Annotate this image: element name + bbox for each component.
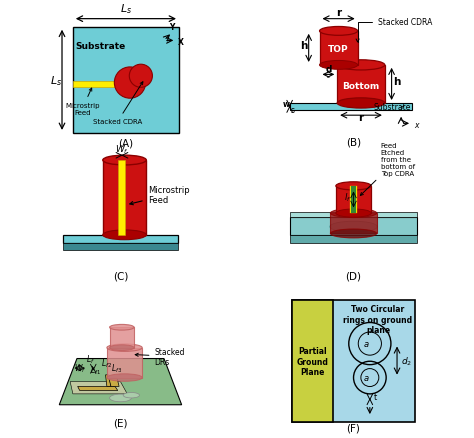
- Circle shape: [129, 65, 153, 88]
- Text: $L_{f2}$: $L_{f2}$: [101, 357, 112, 369]
- Ellipse shape: [330, 209, 377, 218]
- Text: $L_s$: $L_s$: [120, 2, 132, 15]
- Ellipse shape: [107, 374, 142, 381]
- Text: Stacked CDRA: Stacked CDRA: [356, 18, 432, 43]
- Bar: [107, 348, 142, 378]
- Text: $L_{f1}$: $L_{f1}$: [91, 363, 101, 376]
- Bar: [64, 235, 178, 244]
- Bar: [290, 235, 418, 244]
- Text: a: a: [363, 339, 368, 348]
- Text: Substrate: Substrate: [373, 102, 410, 112]
- Bar: [103, 161, 146, 235]
- Ellipse shape: [330, 222, 377, 233]
- Text: Bottom: Bottom: [342, 81, 380, 91]
- Text: w: w: [283, 100, 290, 109]
- Bar: [109, 328, 134, 348]
- Ellipse shape: [336, 182, 371, 191]
- Circle shape: [114, 68, 146, 99]
- Bar: [73, 28, 179, 134]
- Bar: [337, 66, 385, 104]
- Text: a: a: [363, 373, 368, 382]
- Text: $d_2$: $d_2$: [401, 354, 412, 367]
- Text: t: t: [374, 392, 377, 401]
- Text: $W_f$: $W_f$: [115, 144, 129, 156]
- Ellipse shape: [319, 61, 357, 70]
- Ellipse shape: [107, 344, 142, 352]
- Bar: [336, 187, 371, 214]
- Bar: [290, 104, 412, 110]
- Text: (D): (D): [346, 271, 362, 281]
- Polygon shape: [70, 382, 127, 394]
- Text: Feed
Etched
from the
bottom of
Top CDRA: Feed Etched from the bottom of Top CDRA: [360, 143, 415, 196]
- Text: (B): (B): [346, 137, 361, 147]
- Text: z: z: [399, 103, 403, 113]
- Ellipse shape: [109, 345, 134, 351]
- Text: X: X: [178, 38, 183, 46]
- Polygon shape: [78, 386, 118, 391]
- Bar: [350, 187, 357, 214]
- Bar: [292, 300, 333, 423]
- Bar: [73, 82, 125, 88]
- Text: (A): (A): [118, 138, 134, 148]
- Ellipse shape: [337, 60, 385, 71]
- Ellipse shape: [330, 230, 377, 238]
- Text: Y: Y: [169, 23, 175, 32]
- Bar: [351, 187, 356, 214]
- Text: $L_{f3}$: $L_{f3}$: [111, 362, 122, 374]
- Text: $L_f$: $L_f$: [86, 353, 95, 365]
- Text: Microstrip
Feed: Microstrip Feed: [130, 185, 189, 205]
- Bar: [319, 32, 357, 66]
- Text: $W_f$: $W_f$: [73, 362, 86, 374]
- Text: Stacked
DRs: Stacked DRs: [135, 347, 185, 366]
- Text: d: d: [325, 65, 332, 74]
- Text: Microstrip
Feed: Microstrip Feed: [65, 89, 100, 116]
- Text: r: r: [336, 7, 341, 18]
- Text: s: s: [290, 106, 294, 115]
- Text: Substrate: Substrate: [75, 42, 125, 51]
- Ellipse shape: [337, 99, 385, 109]
- Text: (F): (F): [346, 422, 360, 432]
- Text: h: h: [300, 41, 308, 51]
- Polygon shape: [59, 359, 182, 405]
- Text: h: h: [392, 77, 400, 87]
- Ellipse shape: [103, 230, 146, 240]
- Bar: [118, 161, 126, 235]
- Polygon shape: [106, 375, 111, 386]
- Text: Stacked CDRA: Stacked CDRA: [93, 82, 143, 125]
- Bar: [64, 243, 178, 250]
- Ellipse shape: [319, 28, 357, 36]
- Ellipse shape: [123, 392, 139, 398]
- Ellipse shape: [109, 394, 131, 402]
- Text: (E): (E): [113, 417, 128, 427]
- Bar: [290, 218, 418, 235]
- Text: TOP: TOP: [328, 45, 349, 54]
- Text: r: r: [358, 113, 364, 123]
- Bar: [330, 214, 377, 234]
- Text: $L_s$: $L_s$: [50, 74, 62, 88]
- Bar: [290, 213, 418, 218]
- Text: (C): (C): [113, 271, 128, 281]
- Text: x: x: [414, 120, 419, 129]
- Ellipse shape: [109, 325, 134, 330]
- Ellipse shape: [103, 156, 146, 166]
- Polygon shape: [109, 378, 119, 386]
- Text: Two Circular
rings on ground
plane: Two Circular rings on ground plane: [344, 304, 412, 334]
- Text: Partial
Ground
Plane: Partial Ground Plane: [297, 346, 328, 376]
- Ellipse shape: [336, 209, 371, 218]
- Text: $l_f$: $l_f$: [344, 191, 351, 204]
